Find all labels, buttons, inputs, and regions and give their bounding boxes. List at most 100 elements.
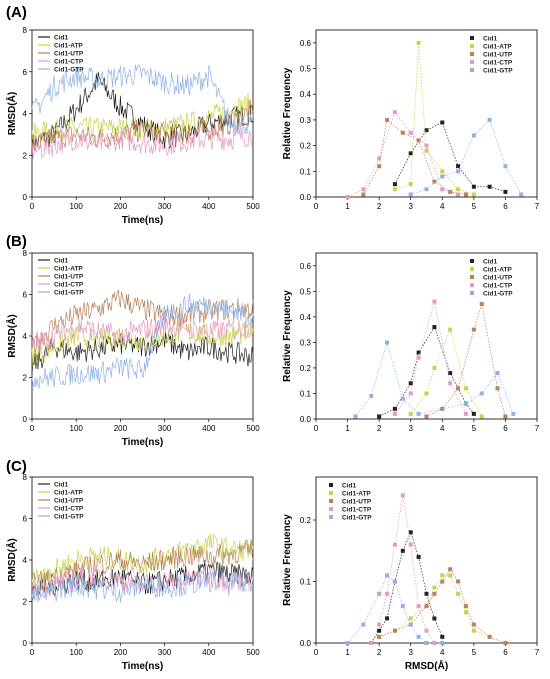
data-point-cid1-ctp <box>408 542 413 547</box>
data-point-cid1 <box>432 325 437 330</box>
data-point-cid1 <box>424 591 429 596</box>
data-point-cid1-gtp <box>487 117 492 122</box>
data-point-cid1-atp <box>456 591 461 596</box>
data-point-cid1-utp <box>463 192 468 197</box>
legend-label: Cid1 <box>54 257 68 264</box>
data-point-cid1-gtp <box>440 174 445 179</box>
legend-label: Cid1-GTP <box>342 514 372 521</box>
y-tick-label: 2 <box>23 598 28 607</box>
legend-label: Cid1-ATP <box>54 42 83 49</box>
y-tick-label: 0.6 <box>300 39 312 48</box>
series-line-cid1-gtp <box>355 341 514 417</box>
y-tick-label: 0.3 <box>300 116 312 125</box>
legend-label: Cid1 <box>54 481 68 488</box>
plot-frame <box>315 29 538 198</box>
series-line-cid1-ctp <box>394 301 467 415</box>
data-point-cid1 <box>392 406 397 411</box>
legend-label: Cid1-GTP <box>54 289 84 296</box>
y-tick-label: 4 <box>23 556 28 565</box>
x-tick-label: 0 <box>30 202 35 211</box>
legend-label: Cid1 <box>342 482 356 489</box>
legend-label: Cid1-CTP <box>483 282 513 289</box>
data-point-cid1 <box>440 120 445 125</box>
data-point-cid1 <box>424 128 429 133</box>
data-point-cid1 <box>503 189 508 194</box>
y-axis-label: RMSD(Å) <box>5 314 18 357</box>
legend-swatch <box>470 275 474 279</box>
data-point-cid1-gtp <box>463 401 468 406</box>
x-axis-label: RMSD(Å) <box>405 659 448 672</box>
data-point-cid1-ctp <box>377 156 382 161</box>
data-point-cid1-utp <box>503 641 508 645</box>
data-point-cid1 <box>487 184 492 189</box>
data-point-cid1-gtp <box>503 164 508 169</box>
series-line-cid1-atp <box>31 321 254 368</box>
legend-label: Cid1 <box>54 34 68 41</box>
x-tick-label: 7 <box>535 424 540 433</box>
y-tick-label: 0 <box>23 639 28 648</box>
legend-label: Cid1 <box>483 35 497 42</box>
x-tick-label: 400 <box>202 424 216 433</box>
data-point-cid1-atp <box>448 573 453 578</box>
y-tick-label: 0.5 <box>300 287 312 296</box>
x-tick-label: 5 <box>472 648 477 657</box>
data-point-cid1-atp <box>424 391 429 396</box>
x-tick-label: 300 <box>158 424 172 433</box>
legend-swatch <box>470 259 474 263</box>
x-tick-label: 5 <box>472 424 477 433</box>
data-point-cid1-atp <box>408 616 413 621</box>
data-point-cid1-gtp <box>377 591 382 596</box>
data-point-cid1-gtp <box>385 573 390 578</box>
y-tick-label: 0.2 <box>300 516 312 525</box>
data-point-cid1-gtp <box>345 641 350 645</box>
y-tick-label: 0.2 <box>300 142 312 151</box>
x-tick-label: 500 <box>246 202 260 211</box>
data-point-cid1-ctp <box>369 641 374 645</box>
data-point-cid1-utp <box>416 138 421 143</box>
data-point-cid1 <box>456 164 461 169</box>
data-point-cid1-ctp <box>400 493 405 498</box>
data-point-cid1-atp <box>440 169 445 174</box>
y-tick-label: 0.2 <box>300 364 312 373</box>
data-point-cid1 <box>440 634 445 639</box>
y-tick-label: 0.0 <box>300 193 312 202</box>
legend-swatch <box>470 267 474 271</box>
panel-letter-b: (B) <box>6 233 27 250</box>
data-point-cid1-gtp <box>400 604 405 609</box>
data-point-cid1-ctp <box>385 591 390 596</box>
data-point-cid1-atp <box>471 192 476 197</box>
data-point-cid1-ctp <box>392 110 397 115</box>
legend-label: Cid1-GTP <box>483 67 513 74</box>
data-point-cid1-ctp <box>456 192 461 197</box>
data-point-cid1-utp <box>479 302 484 307</box>
series-line-cid1-ctp <box>31 314 254 352</box>
data-point-cid1-gtp <box>440 641 445 645</box>
y-axis-label: Relative Frequency <box>282 290 293 382</box>
data-point-cid1-ctp <box>377 622 382 627</box>
y-tick-label: 6 <box>23 291 28 300</box>
legend-label: Cid1-UTP <box>483 274 513 281</box>
legend-swatch <box>470 283 474 287</box>
x-tick-label: 0 <box>30 424 35 433</box>
legend-swatch <box>470 60 474 64</box>
y-tick-label: 0.0 <box>300 415 312 424</box>
x-tick-label: 0 <box>314 648 319 657</box>
data-point-cid1-utp <box>456 386 461 391</box>
data-point-cid1-utp <box>424 414 429 419</box>
data-point-cid1-ctp <box>424 143 429 148</box>
y-tick-label: 6 <box>23 515 28 524</box>
data-point-cid1-utp <box>361 192 366 197</box>
data-point-cid1-utp <box>440 579 445 584</box>
chart-4: 0 1 2 3 4 5 6 7 0.0 0.1 0.2 0.3 0.4 0.5 0.6 Relative Fr… <box>282 252 540 433</box>
data-point-cid1-gtp <box>479 391 484 396</box>
y-tick-label: 2 <box>23 151 28 160</box>
data-point-cid1-atp <box>432 365 437 370</box>
chart-2: 0 1 2 3 4 5 6 7 0.0 0.1 0.2 0.3 0.4 0.5 0.6 Relative Fr… <box>282 29 540 211</box>
data-point-cid1-utp <box>400 130 405 135</box>
x-tick-label: 300 <box>158 648 172 657</box>
y-axis-label: Relative Frequency <box>282 514 293 606</box>
y-tick-label: 4 <box>23 110 28 119</box>
legend-label: Cid1-ATP <box>54 265 83 272</box>
series-line-cid1-ctp <box>347 111 459 198</box>
legend-label: Cid1-UTP <box>54 50 84 57</box>
